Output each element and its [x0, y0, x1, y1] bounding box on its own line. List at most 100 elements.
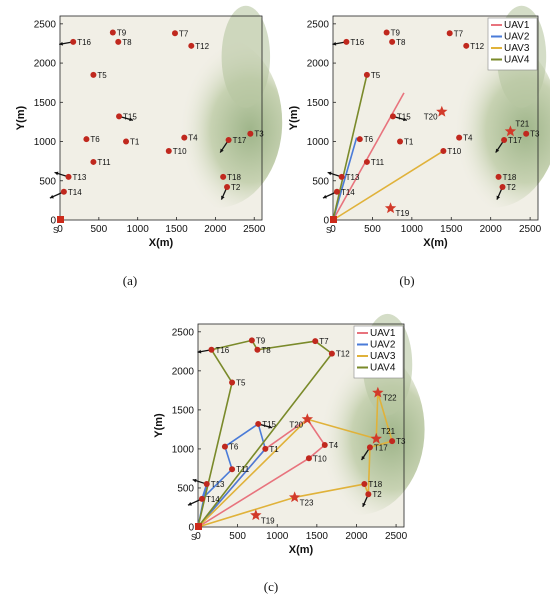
panel-b: 0 500 1000 1500 2000 2500 0 500 1000 1500 2000 2500… — [288, 5, 550, 288]
target-marker — [397, 138, 404, 145]
target-heading-arrowhead — [197, 349, 202, 354]
target-label: T18 — [227, 173, 241, 182]
target-marker — [456, 134, 463, 141]
target-label: T3 — [396, 437, 406, 446]
legend-entry: UAV2 — [370, 340, 396, 351]
new-target-star — [436, 105, 448, 117]
target-marker — [247, 130, 254, 137]
x-tick-label: 1500 — [440, 224, 463, 235]
target-label: T18 — [368, 480, 382, 489]
x-tick-label: 0 — [330, 224, 336, 235]
target-label: T2 — [507, 183, 517, 192]
y-tick-label: 2500 — [307, 19, 330, 30]
y-tick-label: 0 — [323, 216, 329, 227]
target-heading-arrowhead — [54, 171, 59, 176]
target-label: T10 — [447, 147, 461, 156]
x-tick-label: 1500 — [306, 531, 329, 542]
y-tick-label: 2500 — [172, 327, 195, 338]
new-target-star — [250, 509, 262, 521]
target-heading-arrowhead — [361, 455, 366, 460]
y-tick-label: 1500 — [172, 405, 195, 416]
target-label: T4 — [188, 134, 198, 143]
target-marker — [83, 136, 90, 143]
target-marker — [181, 134, 188, 141]
target-label: T14 — [341, 188, 355, 197]
target-label: T1 — [130, 138, 140, 147]
target-label: T9 — [256, 336, 266, 345]
target-marker — [229, 379, 236, 386]
target-marker — [229, 466, 236, 473]
x-tick-label: 500 — [91, 224, 108, 235]
target-marker — [495, 173, 502, 180]
target-label: T16 — [350, 38, 364, 47]
target-label: T13 — [346, 173, 360, 182]
target-marker — [501, 136, 508, 143]
target-heading-arrowhead — [362, 502, 366, 507]
new-target-label: T20 — [289, 420, 303, 429]
x-tick-label: 2500 — [243, 224, 266, 235]
target-marker — [363, 158, 370, 165]
route-uav3 — [197, 391, 393, 528]
target-label: T15 — [123, 112, 137, 121]
new-target-label: T22 — [383, 394, 397, 403]
plot-frame — [59, 15, 263, 221]
x-tick-label: 1000 — [401, 224, 424, 235]
target-marker — [115, 38, 122, 45]
target-marker — [389, 438, 396, 445]
new-target-star — [504, 125, 517, 137]
target-marker — [361, 481, 368, 488]
target-label: T7 — [319, 337, 329, 346]
target-heading-arrowhead — [220, 148, 224, 153]
target-heading-arrowhead — [403, 117, 407, 122]
target-heading-arrowhead — [268, 424, 273, 429]
target-label: T12 — [470, 42, 484, 51]
target-heading-arrowhead — [322, 194, 327, 199]
terrain-shading — [221, 5, 271, 108]
new-target-star — [288, 491, 301, 503]
target-heading-arrowhead — [495, 148, 500, 153]
y-tick-label: 2000 — [172, 366, 195, 377]
target-marker — [446, 30, 453, 37]
y-tick-label: 500 — [312, 176, 329, 187]
target-label: T18 — [503, 173, 517, 182]
x-tick-label: 2000 — [480, 224, 503, 235]
x-tick-label: 2000 — [345, 531, 368, 542]
target-label: T6 — [229, 443, 239, 452]
target-label: T12 — [336, 350, 350, 359]
target-label: T7 — [454, 29, 464, 38]
new-target-star — [372, 386, 384, 398]
target-marker — [90, 71, 97, 78]
x-tick-label: 1000 — [266, 531, 289, 542]
target-label: T8 — [396, 38, 406, 47]
new-target-label: T21 — [381, 427, 395, 436]
start-marker — [195, 523, 202, 530]
target-marker — [255, 420, 262, 427]
new-target-star — [370, 432, 382, 444]
x-axis-label: X(m) — [289, 544, 314, 556]
target-marker — [203, 481, 210, 488]
panel-caption: (c) — [264, 579, 278, 594]
target-marker — [389, 38, 396, 45]
x-tick-label: 2000 — [204, 224, 227, 235]
target-label: T17 — [508, 136, 522, 145]
target-label: T7 — [179, 29, 189, 38]
legend-box — [353, 325, 404, 379]
target-label: T13 — [73, 173, 87, 182]
target-marker — [305, 455, 312, 462]
start-label: S — [326, 226, 331, 235]
target-label: T11 — [97, 158, 111, 167]
target-heading-arrowhead — [496, 195, 501, 200]
target-label: T2 — [372, 490, 382, 499]
target-marker — [65, 173, 72, 180]
target-marker — [60, 188, 67, 195]
target-label: T17 — [233, 136, 247, 145]
target-label: T3 — [530, 130, 540, 139]
target-marker — [523, 130, 530, 137]
target-label: T4 — [463, 134, 473, 143]
target-label: T1 — [404, 138, 414, 147]
target-marker — [356, 136, 363, 143]
start-marker — [57, 216, 64, 223]
legend-entry: UAV1 — [504, 20, 530, 31]
y-axis-label: Y(m) — [153, 413, 165, 438]
target-label: T3 — [254, 130, 264, 139]
